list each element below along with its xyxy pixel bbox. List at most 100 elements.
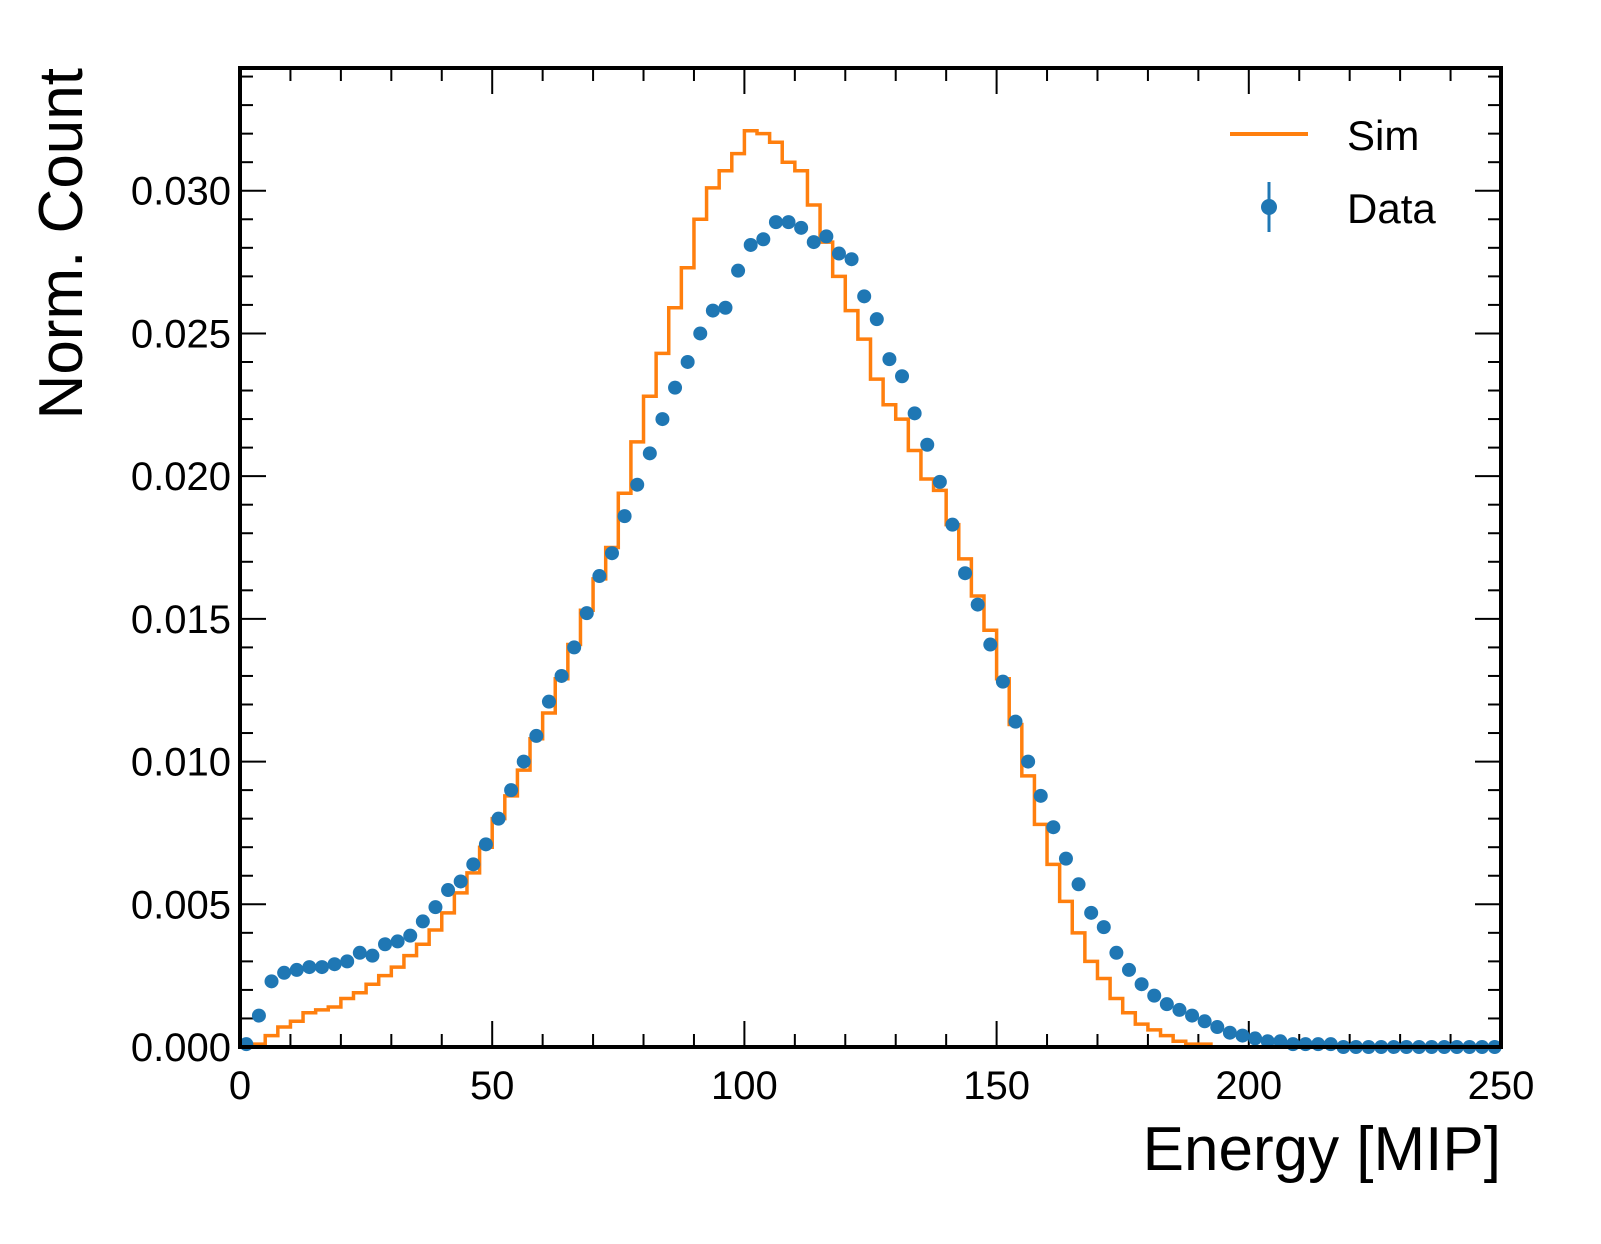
data-point bbox=[1122, 962, 1137, 977]
data-point bbox=[630, 477, 645, 492]
legend-sim-label: Sim bbox=[1347, 112, 1419, 159]
data-point bbox=[352, 945, 367, 960]
x-tick-label: 0 bbox=[229, 1064, 251, 1108]
data-point bbox=[1248, 1031, 1263, 1046]
data-point bbox=[819, 229, 834, 244]
data-point bbox=[895, 369, 910, 384]
data-point bbox=[541, 694, 556, 709]
y-tick-label: 0.030 bbox=[131, 170, 231, 214]
data-point bbox=[1096, 920, 1111, 935]
data-point bbox=[554, 668, 569, 683]
x-tick-label: 150 bbox=[963, 1064, 1030, 1108]
data-point bbox=[806, 235, 821, 250]
data-point bbox=[478, 837, 493, 852]
data-point bbox=[579, 606, 594, 621]
data-point bbox=[1147, 988, 1162, 1003]
data-point bbox=[844, 252, 859, 267]
legend-data-label: Data bbox=[1347, 185, 1436, 232]
data-point bbox=[1260, 1034, 1275, 1049]
x-tick-label: 200 bbox=[1215, 1064, 1282, 1108]
data-point bbox=[314, 960, 329, 975]
data-point bbox=[655, 412, 670, 427]
data-point bbox=[516, 754, 531, 769]
x-tick-labels: 0 50 100 150 200 250 bbox=[229, 1064, 1535, 1108]
sim-step-line bbox=[240, 129, 1501, 1049]
data-point bbox=[1071, 877, 1086, 892]
data-point bbox=[1311, 1037, 1326, 1052]
data-point bbox=[1058, 851, 1073, 866]
data-point bbox=[781, 215, 796, 230]
data-point bbox=[403, 928, 418, 943]
data-point bbox=[794, 220, 809, 235]
data-point bbox=[289, 962, 304, 977]
x-tick-label: 250 bbox=[1468, 1064, 1535, 1108]
sim-series bbox=[240, 129, 1501, 1049]
x-tick-label: 50 bbox=[470, 1064, 515, 1108]
data-point bbox=[731, 263, 746, 278]
data-point bbox=[264, 974, 279, 989]
data-point bbox=[251, 1008, 266, 1023]
data-point bbox=[504, 783, 519, 798]
y-tick-label: 0.015 bbox=[131, 598, 231, 642]
data-point bbox=[453, 874, 468, 889]
x-tick-label: 100 bbox=[711, 1064, 778, 1108]
data-point bbox=[907, 406, 922, 421]
legend: Sim Data bbox=[1230, 112, 1436, 232]
data-point bbox=[768, 215, 783, 230]
data-point bbox=[756, 232, 771, 247]
data-point bbox=[1273, 1034, 1288, 1049]
data-point bbox=[945, 517, 960, 532]
tick-marks bbox=[239, 68, 1502, 1048]
data-point bbox=[869, 312, 884, 327]
data-point bbox=[1159, 997, 1174, 1012]
data-point bbox=[390, 934, 405, 949]
data-point bbox=[718, 300, 733, 315]
data-point bbox=[1008, 714, 1023, 729]
data-point bbox=[1210, 1020, 1225, 1035]
data-point bbox=[705, 303, 720, 318]
data-point bbox=[857, 289, 872, 304]
data-point bbox=[958, 566, 973, 581]
data-point bbox=[592, 569, 607, 584]
data-point bbox=[920, 437, 935, 452]
data-point bbox=[743, 237, 758, 252]
data-point bbox=[1298, 1037, 1313, 1052]
data-point bbox=[529, 728, 544, 743]
data-point bbox=[1084, 905, 1099, 920]
data-point bbox=[327, 957, 342, 972]
data-point bbox=[882, 352, 897, 367]
data-point bbox=[1222, 1025, 1237, 1040]
data-point bbox=[970, 597, 985, 612]
data-point bbox=[983, 637, 998, 652]
data-point bbox=[1323, 1037, 1338, 1052]
data-point bbox=[932, 474, 947, 489]
y-tick-label: 0.020 bbox=[131, 455, 231, 499]
x-axis-title: Energy [MIP] bbox=[1143, 1115, 1501, 1184]
data-point bbox=[441, 883, 456, 898]
y-tick-label: 0.010 bbox=[131, 741, 231, 785]
data-point bbox=[428, 900, 443, 915]
data-point bbox=[617, 509, 632, 524]
data-point bbox=[1285, 1037, 1300, 1052]
data-point bbox=[1033, 788, 1048, 803]
y-tick-label: 0.005 bbox=[131, 883, 231, 927]
data-point bbox=[1172, 1002, 1187, 1017]
data-point bbox=[302, 960, 317, 975]
data-point bbox=[693, 326, 708, 341]
data-point bbox=[466, 857, 481, 872]
data-point bbox=[378, 937, 393, 952]
y-tick-labels: 0.000 0.005 0.010 0.015 0.020 0.025 0.030 bbox=[131, 170, 231, 1070]
data-point bbox=[340, 954, 355, 969]
y-axis-title: Norm. Count bbox=[27, 68, 96, 419]
plot-frame bbox=[238, 66, 1503, 1049]
data-point bbox=[680, 354, 695, 369]
data-point bbox=[1109, 945, 1124, 960]
data-point bbox=[567, 640, 582, 655]
data-point bbox=[491, 811, 506, 826]
data-point bbox=[1235, 1028, 1250, 1043]
legend-data-marker bbox=[1261, 199, 1277, 215]
data-point bbox=[995, 674, 1010, 689]
data-point bbox=[1185, 1008, 1200, 1023]
data-point bbox=[1046, 820, 1061, 835]
